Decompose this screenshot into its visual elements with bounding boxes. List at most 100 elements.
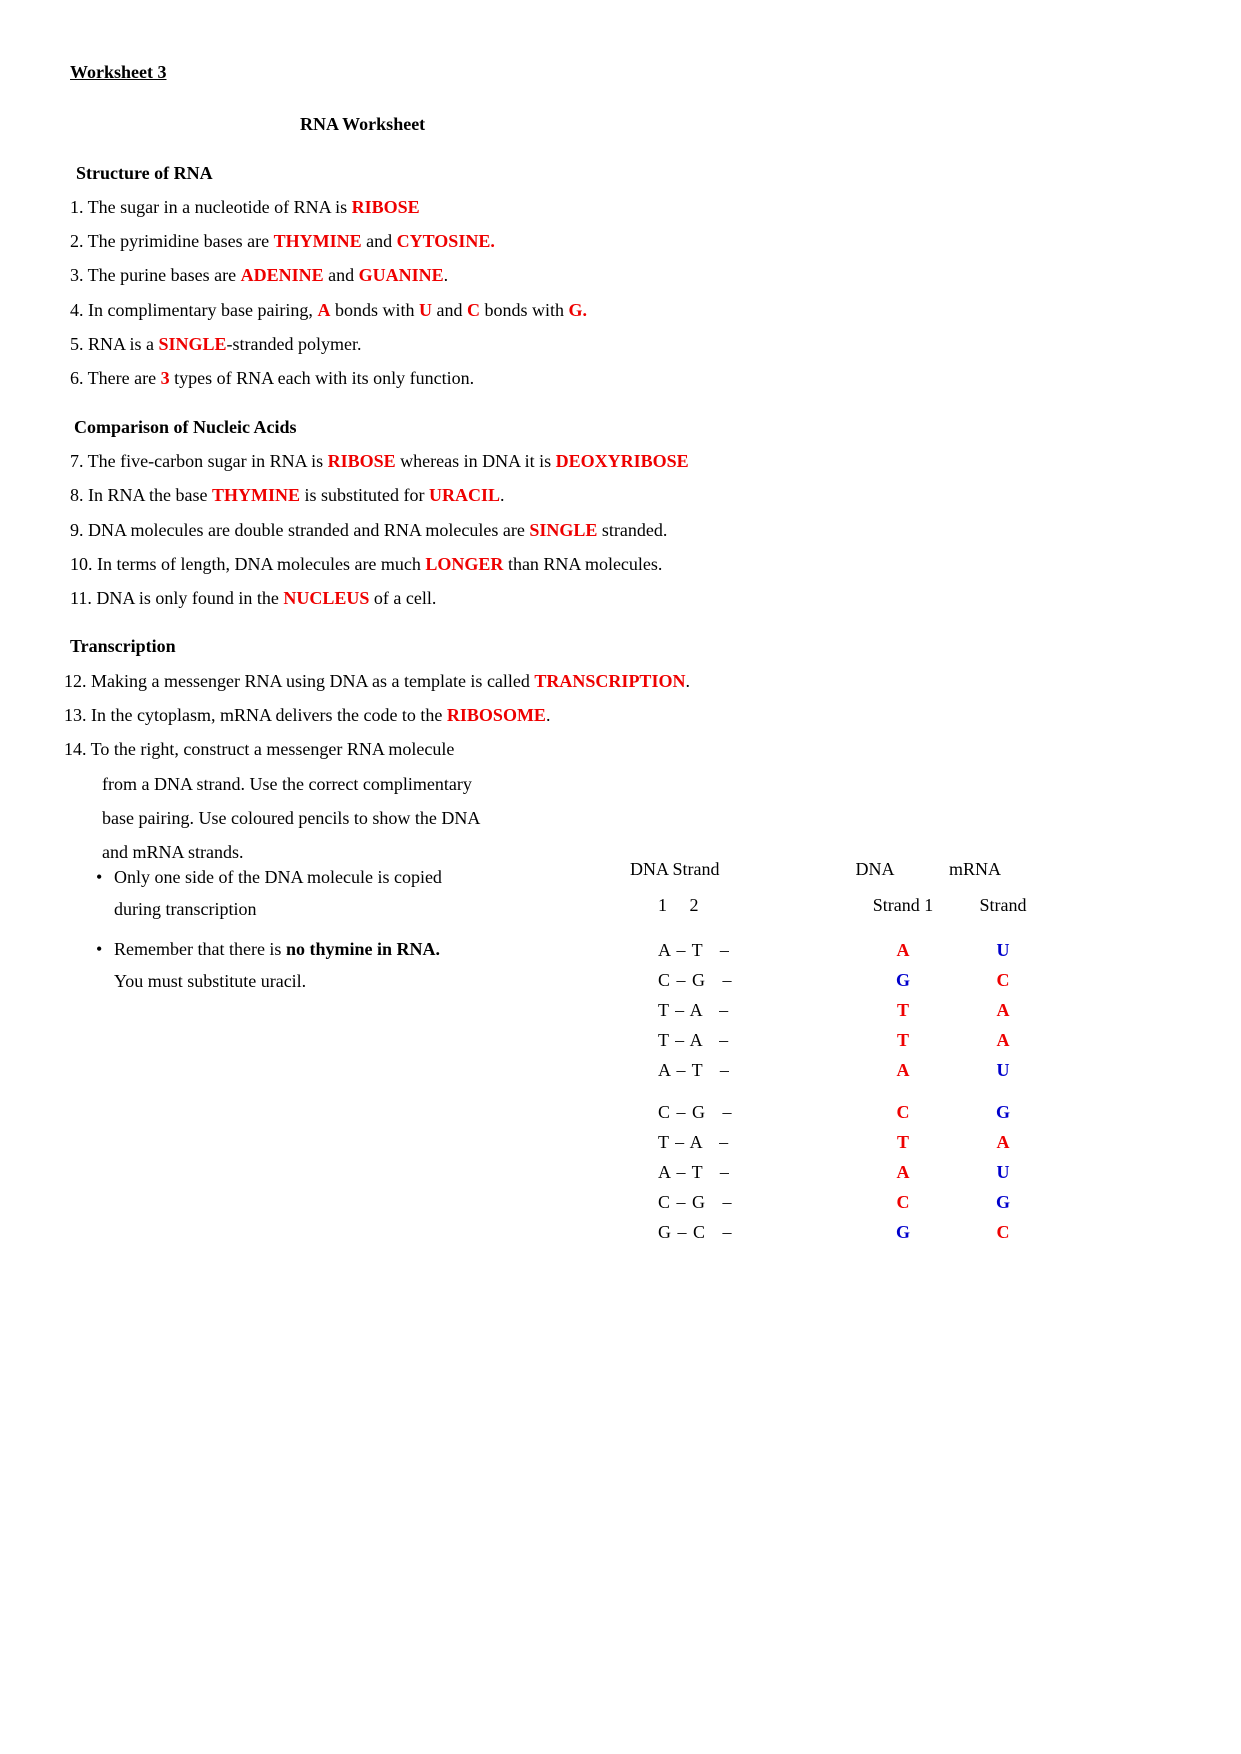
q4-a2: U [419, 300, 432, 320]
dna-pair: G – C – [630, 1220, 848, 1244]
bullet1-line1: Only one side of the DNA molecule is cop… [114, 865, 442, 889]
q7-a1: RIBOSE [328, 451, 396, 471]
q6-post: types of RNA each with its only function… [170, 368, 474, 388]
q11: 11. DNA is only found in the NUCLEUS of … [70, 586, 1171, 610]
q9: 9. DNA molecules are double stranded and… [70, 518, 1171, 542]
q4-m3: bonds with [480, 300, 569, 320]
dna-pair: C – G – [630, 968, 848, 992]
dna-strand1-base: T [848, 1028, 958, 1052]
page-title: RNA Worksheet [300, 112, 1171, 136]
table-row: T – A –TA [630, 1127, 1048, 1157]
q4-a4: G. [568, 300, 587, 320]
q2-a1: THYMINE [274, 231, 362, 251]
dna-pair: C – G – [630, 1100, 848, 1124]
q2-mid: and [362, 231, 397, 251]
q10-a1: LONGER [425, 554, 503, 574]
table-row: C – G –CG [630, 1097, 1048, 1127]
q3-pre: 3. The purine bases are [70, 265, 241, 285]
dna-strand1-base: A [848, 1160, 958, 1184]
q9-a1: SINGLE [529, 520, 597, 540]
q4-a1: A [317, 300, 330, 320]
q13-post: . [546, 705, 551, 725]
worksheet-label: Worksheet 3 [70, 60, 1171, 84]
q9-post: stranded. [597, 520, 667, 540]
q13-pre: 13. In the cytoplasm, mRNA delivers the … [64, 705, 447, 725]
dna-strand1-base: C [848, 1190, 958, 1214]
q10: 10. In terms of length, DNA molecules ar… [70, 552, 1171, 576]
section-structure-heading: Structure of RNA [76, 161, 1171, 185]
table-row: A – T –AU [630, 1157, 1048, 1187]
q6-a1: 3 [161, 368, 170, 388]
dna-strand1-base: T [848, 1130, 958, 1154]
bullet2-line2: You must substitute uracil. [114, 969, 440, 993]
q12-post: . [685, 671, 690, 691]
q14-line2: from a DNA strand. Use the correct compl… [102, 772, 1171, 796]
q4-pre: 4. In complimentary base pairing, [70, 300, 317, 320]
q14-line3: base pairing. Use coloured pencils to sh… [102, 806, 1171, 830]
table-row: T – A –TA [630, 995, 1048, 1025]
bullet-dot-icon: • [96, 937, 114, 961]
dna-pair: A – T – [630, 938, 848, 962]
bullet1-line2: during transcription [114, 897, 442, 921]
dna-pair: T – A – [630, 1130, 848, 1154]
dna-pair: T – A – [630, 1028, 848, 1052]
subheader-strand1: Strand 1 [848, 893, 958, 917]
q3: 3. The purine bases are ADENINE and GUAN… [70, 263, 1171, 287]
q5-pre: 5. RNA is a [70, 334, 159, 354]
q3-post: . [444, 265, 449, 285]
bullet-2: • Remember that there is no thymine in R… [96, 937, 630, 994]
q12: 12. Making a messenger RNA using DNA as … [64, 669, 1171, 693]
q2-a2: CYTOSINE. [397, 231, 495, 251]
subheader-strand: Strand [958, 893, 1048, 917]
q13: 13. In the cytoplasm, mRNA delivers the … [64, 703, 1171, 727]
q14-line1: 14. To the right, construct a messenger … [64, 737, 1171, 761]
q6-pre: 6. There are [70, 368, 161, 388]
q1-pre: 1. The sugar in a nucleotide of RNA is [70, 197, 352, 217]
dna-strand1-base: C [848, 1100, 958, 1124]
table-row: A – T –AU [630, 1055, 1048, 1085]
q5-post: -stranded polymer. [227, 334, 362, 354]
dna-strand1-base: T [848, 998, 958, 1022]
bullet2-pre: Remember that there is [114, 939, 286, 959]
dna-strand1-base: G [848, 968, 958, 992]
q3-mid: and [324, 265, 359, 285]
dna-pair: T – A – [630, 998, 848, 1022]
q2: 2. The pyrimidine bases are THYMINE and … [70, 229, 1171, 253]
mrna-base: G [958, 1190, 1048, 1214]
q12-pre: 12. Making a messenger RNA using DNA as … [64, 671, 534, 691]
q1-ans: RIBOSE [352, 197, 420, 217]
q6: 6. There are 3 types of RNA each with it… [70, 366, 1171, 390]
q9-pre: 9. DNA molecules are double stranded and… [70, 520, 529, 540]
bullet-dot-icon: • [96, 865, 114, 889]
q7-mid: whereas in DNA it is [396, 451, 556, 471]
q8: 8. In RNA the base THYMINE is substitute… [70, 483, 1171, 507]
dna-strand1-base: A [848, 938, 958, 962]
mrna-base: A [958, 1028, 1048, 1052]
mrna-base: A [958, 1130, 1048, 1154]
col-header-dna-strand: DNA Strand [630, 857, 820, 881]
q1: 1. The sugar in a nucleotide of RNA is R… [70, 195, 1171, 219]
q4-m2: and [432, 300, 467, 320]
q7-pre: 7. The five-carbon sugar in RNA is [70, 451, 328, 471]
q11-post: of a cell. [369, 588, 436, 608]
dna-pair: A – T – [630, 1058, 848, 1082]
q5: 5. RNA is a SINGLE-stranded polymer. [70, 332, 1171, 356]
q7-a2: DEOXYRIBOSE [556, 451, 689, 471]
subheader-12: 1 2 [630, 893, 848, 917]
q13-a1: RIBOSOME [447, 705, 546, 725]
mrna-base: C [958, 968, 1048, 992]
mrna-base: C [958, 1220, 1048, 1244]
mrna-base: G [958, 1100, 1048, 1124]
q10-post: than RNA molecules. [503, 554, 662, 574]
q8-post: . [500, 485, 505, 505]
table-row: T – A –TA [630, 1025, 1048, 1055]
q5-a1: SINGLE [159, 334, 227, 354]
base-pairing-table: DNA Strand DNA mRNA 1 2 Strand 1 Strand … [630, 857, 1048, 1248]
bullet-1: • Only one side of the DNA molecule is c… [96, 865, 630, 922]
dna-strand1-base: G [848, 1220, 958, 1244]
q12-a1: TRANSCRIPTION [534, 671, 685, 691]
bullet2-bold: no thymine in RNA. [286, 939, 440, 959]
q8-pre: 8. In RNA the base [70, 485, 212, 505]
table-row: G – C –GC [630, 1217, 1048, 1247]
table-row: C – G –GC [630, 965, 1048, 995]
